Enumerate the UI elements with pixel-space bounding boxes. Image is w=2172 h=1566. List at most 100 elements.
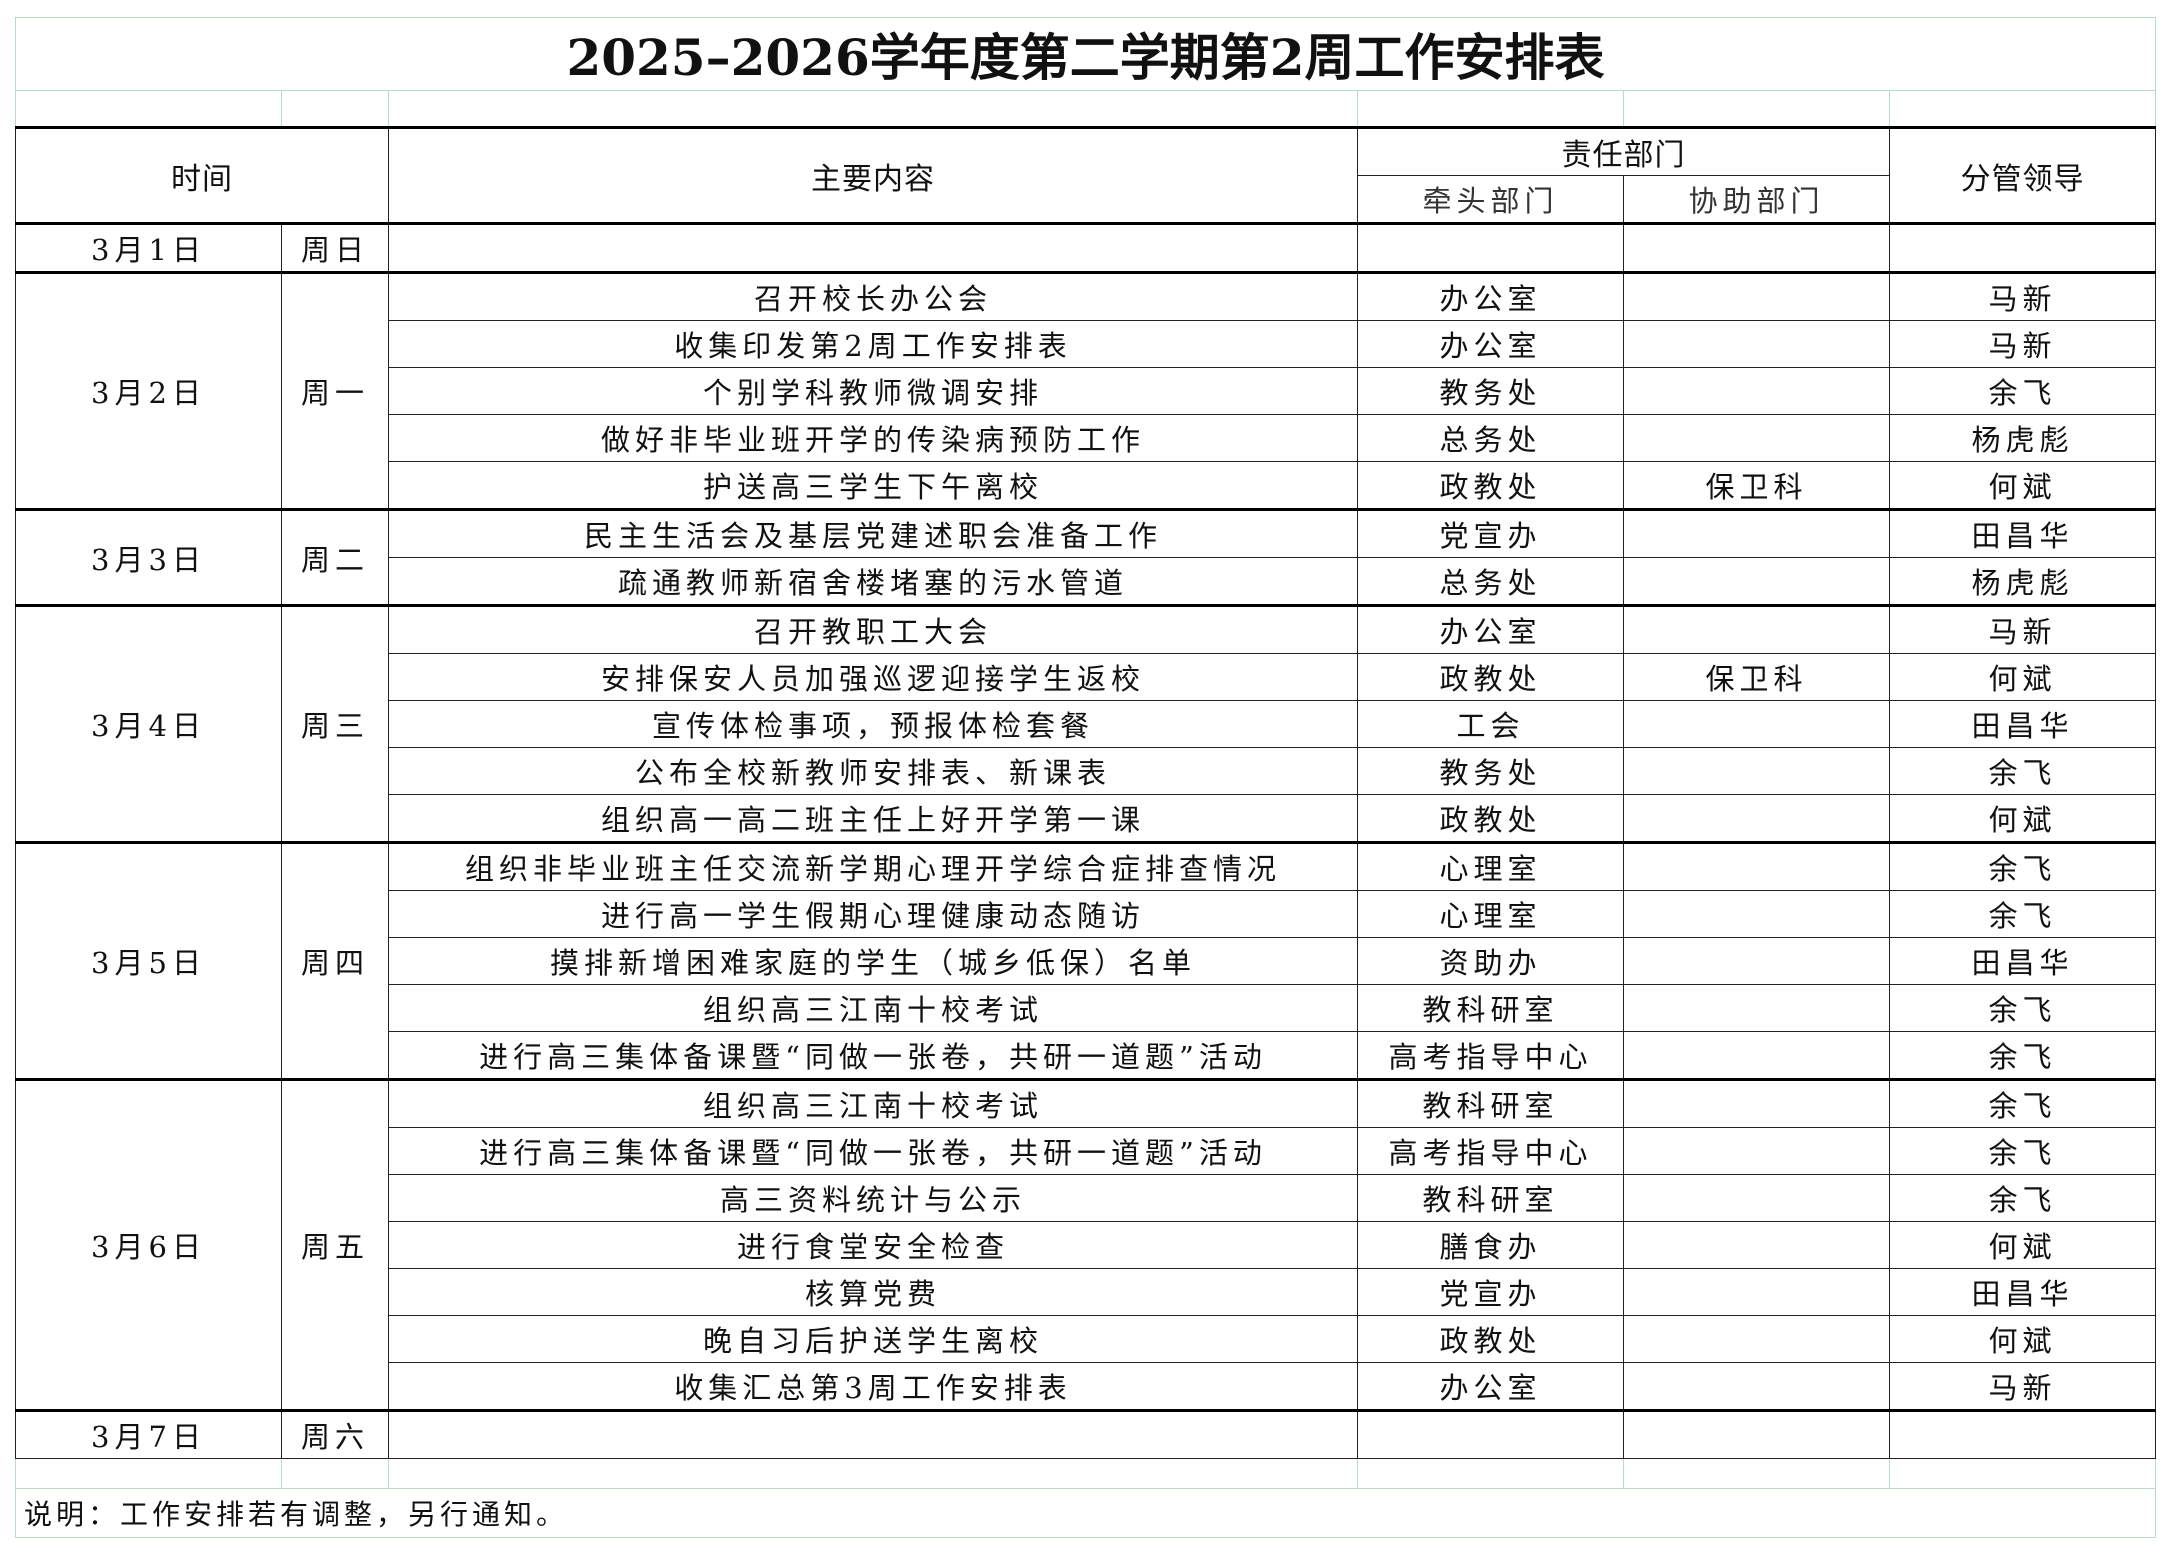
table-row: 个别学科教师微调安排 教务处 余飞 [16, 367, 2156, 415]
table-row: 进行高三集体备课暨“同做一张卷，共研一道题”活动 高考指导中心 余飞 [16, 1127, 2156, 1175]
table-row: 公布全校新教师安排表、新课表 教务处 余飞 [16, 747, 2156, 795]
header-dept: 责任部门 [1357, 126, 1890, 176]
assist-dept-cell [1623, 1174, 1890, 1222]
lead-dept-cell: 党宣办 [1357, 1268, 1624, 1316]
weekday-cell: 周三 [281, 604, 389, 843]
content-cell: 组织高三江南十校考试 [388, 984, 1358, 1032]
leader-cell: 田昌华 [1889, 937, 2156, 985]
leader-cell: 余飞 [1889, 841, 2156, 891]
lead-dept-cell: 政教处 [1357, 461, 1624, 510]
lead-dept-cell: 办公室 [1357, 320, 1624, 368]
content-cell: 做好非毕业班开学的传染病预防工作 [388, 414, 1358, 462]
table-row: 疏通教师新宿舍楼堵塞的污水管道 总务处 杨虎彪 [16, 557, 2156, 606]
leader-cell [1889, 1409, 2156, 1459]
assist-dept-cell [1623, 700, 1890, 748]
lead-dept-cell: 总务处 [1357, 414, 1624, 462]
weekday-cell: 周二 [281, 508, 389, 606]
header-leader: 分管领导 [1889, 126, 2156, 224]
date-cell: 3月1日 [15, 222, 282, 273]
leader-cell: 何斌 [1889, 1315, 2156, 1363]
content-cell: 核算党费 [388, 1268, 1358, 1316]
leader-cell [1889, 222, 2156, 273]
leader-cell: 杨虎彪 [1889, 557, 2156, 606]
content-cell: 摸排新增困难家庭的学生（城乡低保）名单 [388, 937, 1358, 985]
content-cell: 公布全校新教师安排表、新课表 [388, 747, 1358, 795]
leader-cell: 何斌 [1889, 653, 2156, 701]
lead-dept-cell: 教科研室 [1357, 1174, 1624, 1222]
leader-cell: 马新 [1889, 271, 2156, 321]
table-row: 护送高三学生下午离校 政教处 保卫科 何斌 [16, 461, 2156, 510]
assist-dept-cell [1623, 508, 1890, 558]
table-row: 高三资料统计与公示 教科研室 余飞 [16, 1174, 2156, 1222]
assist-dept-cell [1623, 1078, 1890, 1128]
table-row: 组织高一高二班主任上好开学第一课 政教处 何斌 [16, 794, 2156, 843]
content-cell: 组织高一高二班主任上好开学第一课 [388, 794, 1358, 843]
table-row: 收集汇总第3周工作安排表 办公室 马新 [16, 1362, 2156, 1411]
page-title: 2025–2026学年度第二学期第2周工作安排表 [15, 17, 2156, 91]
table-row: 安排保安人员加强巡逻迎接学生返校 政教处 保卫科 何斌 [16, 653, 2156, 701]
date-cell: 3月2日 [15, 271, 282, 510]
assist-dept-cell [1623, 1409, 1890, 1459]
content-cell: 个别学科教师微调安排 [388, 367, 1358, 415]
content-cell: 宣传体检事项，预报体检套餐 [388, 700, 1358, 748]
lead-dept-cell: 教科研室 [1357, 1078, 1624, 1128]
content-cell: 组织非毕业班主任交流新学期心理开学综合症排查情况 [388, 841, 1358, 891]
table-row: 摸排新增困难家庭的学生（城乡低保）名单 资助办 田昌华 [16, 937, 2156, 985]
assist-dept-cell: 保卫科 [1623, 653, 1890, 701]
assist-dept-cell [1623, 557, 1890, 606]
table-row: 宣传体检事项，预报体检套餐 工会 田昌华 [16, 700, 2156, 748]
weekday-cell: 周一 [281, 271, 389, 510]
assist-dept-cell [1623, 1031, 1890, 1080]
note-text: 说明：工作安排若有调整，另行通知。 [15, 1488, 2156, 1538]
date-cell: 3月4日 [15, 604, 282, 843]
lead-dept-cell: 教务处 [1357, 747, 1624, 795]
assist-dept-cell [1623, 414, 1890, 462]
assist-dept-cell [1623, 271, 1890, 321]
content-cell: 收集汇总第3周工作安排表 [388, 1362, 1358, 1411]
leader-cell: 余飞 [1889, 890, 2156, 938]
header-time: 时间 [15, 126, 389, 224]
assist-dept-cell [1623, 367, 1890, 415]
content-cell: 进行高三集体备课暨“同做一张卷，共研一道题”活动 [388, 1031, 1358, 1080]
assist-dept-cell [1623, 1268, 1890, 1316]
assist-dept-cell: 保卫科 [1623, 461, 1890, 510]
assist-dept-cell [1623, 937, 1890, 985]
lead-dept-cell: 高考指导中心 [1357, 1127, 1624, 1175]
content-cell: 民主生活会及基层党建述职会准备工作 [388, 508, 1358, 558]
assist-dept-cell [1623, 320, 1890, 368]
assist-dept-cell [1623, 1315, 1890, 1363]
table-row: 组织高三江南十校考试 教科研室 余飞 [16, 984, 2156, 1032]
leader-cell: 杨虎彪 [1889, 414, 2156, 462]
content-cell: 召开教职工大会 [388, 604, 1358, 654]
content-cell: 组织高三江南十校考试 [388, 1078, 1358, 1128]
lead-dept-cell: 膳食办 [1357, 1221, 1624, 1269]
lead-dept-cell: 高考指导中心 [1357, 1031, 1624, 1080]
table-row: 进行食堂安全检查 膳食办 何斌 [16, 1221, 2156, 1269]
content-cell [388, 1409, 1358, 1459]
lead-dept-cell: 心理室 [1357, 841, 1624, 891]
leader-cell: 余飞 [1889, 747, 2156, 795]
leader-cell: 田昌华 [1889, 1268, 2156, 1316]
table-row: 3月1日 周日 [15, 222, 2156, 273]
assist-dept-cell [1623, 984, 1890, 1032]
lead-dept-cell [1357, 1409, 1624, 1459]
table-row: 3月3日 周二 民主生活会及基层党建述职会准备工作 党宣办 田昌华 [15, 508, 2156, 606]
assist-dept-cell [1623, 1221, 1890, 1269]
lead-dept-cell: 办公室 [1357, 271, 1624, 321]
table-row: 收集印发第2周工作安排表 办公室 马新 [16, 320, 2156, 368]
lead-dept-cell: 资助办 [1357, 937, 1624, 985]
content-cell: 高三资料统计与公示 [388, 1174, 1358, 1222]
content-cell: 疏通教师新宿舍楼堵塞的污水管道 [388, 557, 1358, 606]
lead-dept-cell: 心理室 [1357, 890, 1624, 938]
weekday-cell: 周四 [281, 841, 389, 1080]
content-cell: 晚自习后护送学生离校 [388, 1315, 1358, 1363]
leader-cell: 田昌华 [1889, 700, 2156, 748]
lead-dept-cell: 办公室 [1357, 1362, 1624, 1411]
lead-dept-cell: 教科研室 [1357, 984, 1624, 1032]
table-row: 3月7日 周六 [15, 1409, 2156, 1459]
leader-cell: 何斌 [1889, 461, 2156, 510]
table-row: 晚自习后护送学生离校 政教处 何斌 [16, 1315, 2156, 1363]
content-cell [388, 222, 1358, 273]
table-row: 3月2日 周一 召开校长办公会 办公室 马新 [15, 271, 2156, 510]
leader-cell: 何斌 [1889, 794, 2156, 843]
